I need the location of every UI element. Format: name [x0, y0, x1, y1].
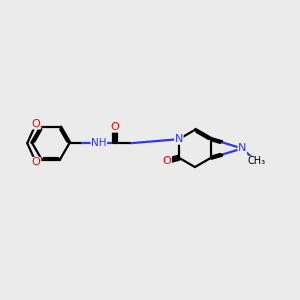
Text: N: N: [175, 134, 183, 144]
Text: O: O: [32, 119, 40, 129]
Text: CH₃: CH₃: [247, 157, 265, 166]
Text: O: O: [163, 156, 171, 166]
Text: O: O: [32, 158, 40, 167]
Text: O: O: [111, 122, 119, 132]
Text: N: N: [238, 143, 247, 154]
Text: NH: NH: [91, 138, 106, 148]
